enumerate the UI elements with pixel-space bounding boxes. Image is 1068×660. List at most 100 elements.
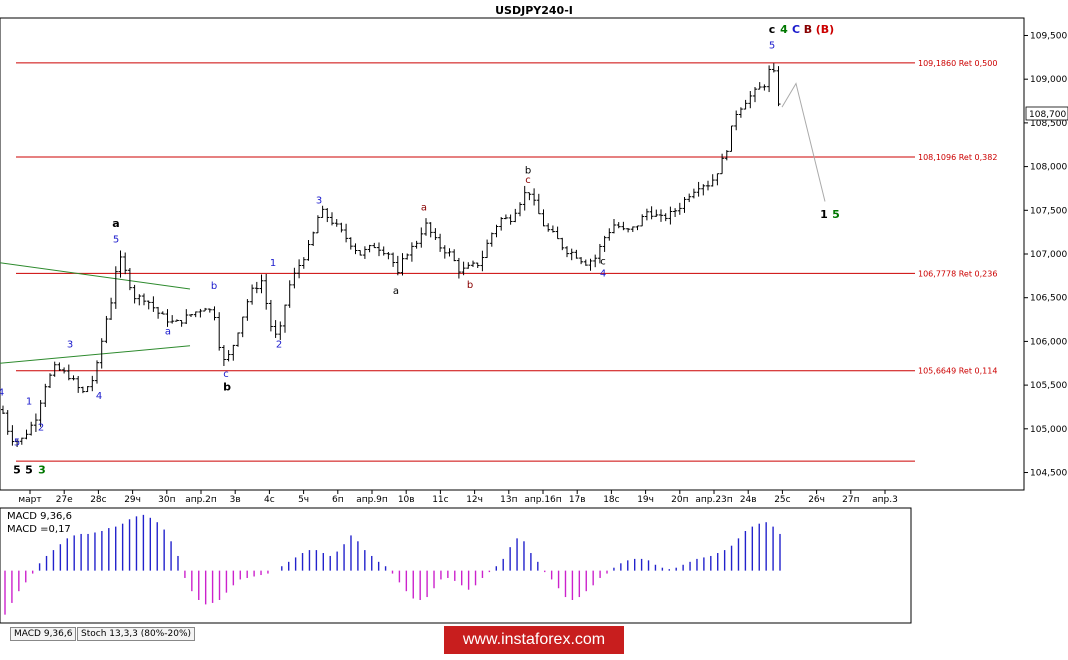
- price-bar: [66, 364, 71, 381]
- price-bars: [1, 63, 781, 448]
- price-bar: [607, 228, 612, 241]
- x-tick-label: 19ч: [637, 495, 654, 505]
- price-bar: [203, 307, 208, 312]
- price-bar: [137, 294, 142, 306]
- price-bar: [189, 314, 193, 317]
- price-bar: [442, 245, 447, 259]
- price-bar: [170, 315, 175, 324]
- price-bar: [48, 373, 52, 388]
- x-tick-label: 5ч: [298, 495, 309, 505]
- price-bar: [52, 361, 57, 377]
- price-bar: [250, 284, 255, 305]
- price-bar: [231, 344, 236, 361]
- x-tick-label: 17в: [569, 495, 586, 505]
- price-bar: [43, 383, 48, 407]
- wave-label: 2: [276, 340, 282, 351]
- price-bar: [160, 311, 165, 315]
- x-tick-label: 13п: [500, 495, 517, 505]
- price-bar: [38, 400, 43, 427]
- price-bar: [701, 184, 706, 196]
- price-bar: [433, 228, 438, 240]
- x-tick-label: 25с: [774, 495, 790, 505]
- price-bar: [767, 65, 772, 93]
- price-bar: [372, 242, 377, 249]
- price-bar: [621, 221, 626, 231]
- price-bar: [677, 202, 682, 215]
- price-bar: [588, 258, 593, 271]
- price-bar: [142, 293, 146, 306]
- price-bar: [99, 338, 104, 369]
- price-bar: [776, 66, 781, 107]
- price-bar: [414, 240, 419, 249]
- price-bar: [616, 222, 621, 229]
- price-bar: [729, 125, 734, 152]
- price-bar: [320, 205, 325, 218]
- price-bar: [480, 250, 485, 272]
- price-bar: [555, 226, 560, 240]
- price-bar: [466, 262, 471, 269]
- wave-label: c: [525, 175, 531, 186]
- price-bar: [485, 239, 490, 259]
- wave-label: c: [223, 369, 229, 380]
- price-bar: [489, 232, 494, 247]
- fib-levels: 109,1860 Ret 0,500 108,1096 Ret 0,382 106,…: [16, 59, 997, 462]
- price-bar: [325, 208, 330, 223]
- price-bar: [649, 206, 654, 220]
- x-tick-label: 6п: [332, 495, 344, 505]
- x-tick-label: 27п: [842, 495, 859, 505]
- wave-label: 1: [26, 396, 32, 407]
- price-bar: [456, 257, 461, 279]
- price-bar: [109, 297, 114, 320]
- price-bar: [334, 219, 339, 227]
- macd-plot-frame: [0, 507, 912, 624]
- x-tick-label: 4с: [264, 495, 275, 505]
- wave-label: (B): [816, 23, 834, 36]
- price-bar: [15, 439, 20, 448]
- price-bar: [395, 255, 400, 276]
- price-bar: [217, 312, 222, 351]
- projection-path: [781, 82, 826, 202]
- y-tick-label: 105,000: [1030, 425, 1067, 435]
- x-tick-label: апр.23п: [695, 495, 732, 505]
- wave-label: 5: [832, 208, 840, 221]
- price-bar: [226, 350, 231, 362]
- price-bar: [654, 209, 659, 217]
- x-tick-label: март: [18, 495, 41, 505]
- x-tick-label: 18с: [603, 495, 619, 505]
- price-bar: [118, 250, 123, 278]
- tab-stoch[interactable]: Stoch 13,3,3 (80%-20%): [77, 627, 196, 641]
- price-bar: [461, 261, 466, 276]
- watermark-banner[interactable]: www.instaforex.com: [444, 626, 624, 654]
- price-bar: [771, 63, 776, 73]
- macd-value-label: MACD =0,17: [7, 524, 71, 535]
- wave-label: c: [600, 256, 606, 267]
- price-bar: [344, 223, 349, 243]
- price-bar: [151, 296, 156, 312]
- y-tick-label: 108,000: [1030, 163, 1067, 173]
- x-tick-label: 27е: [56, 495, 73, 505]
- price-bar: [635, 225, 640, 231]
- price-bar: [24, 429, 29, 440]
- price-bar: [550, 225, 555, 233]
- y-tick-label: 104,500: [1030, 469, 1067, 479]
- price-bar: [738, 107, 743, 118]
- price-bar: [724, 150, 729, 161]
- wave-label: c: [769, 23, 776, 36]
- trendline: [0, 262, 191, 290]
- tab-macd[interactable]: MACD 9,36,6: [10, 627, 77, 641]
- wave-label: a: [165, 326, 171, 337]
- price-bar: [179, 320, 184, 327]
- price-bar: [471, 260, 475, 268]
- wave-label: 4: [600, 269, 606, 280]
- price-bar: [560, 237, 565, 251]
- price-bar: [62, 367, 67, 374]
- price-bar: [259, 274, 264, 294]
- price-bar: [757, 82, 762, 90]
- current-price-box: [1025, 106, 1068, 121]
- price-bar: [593, 254, 598, 268]
- price-bar: [71, 375, 76, 381]
- price-bar: [306, 239, 311, 261]
- x-axis: март 27е 28с 29ч 30п апр.2п 3в 4с 5ч 6п апр.9п 10в 1…: [18, 490, 898, 505]
- x-tick-label: апр.3: [872, 495, 898, 505]
- price-bar: [438, 233, 443, 252]
